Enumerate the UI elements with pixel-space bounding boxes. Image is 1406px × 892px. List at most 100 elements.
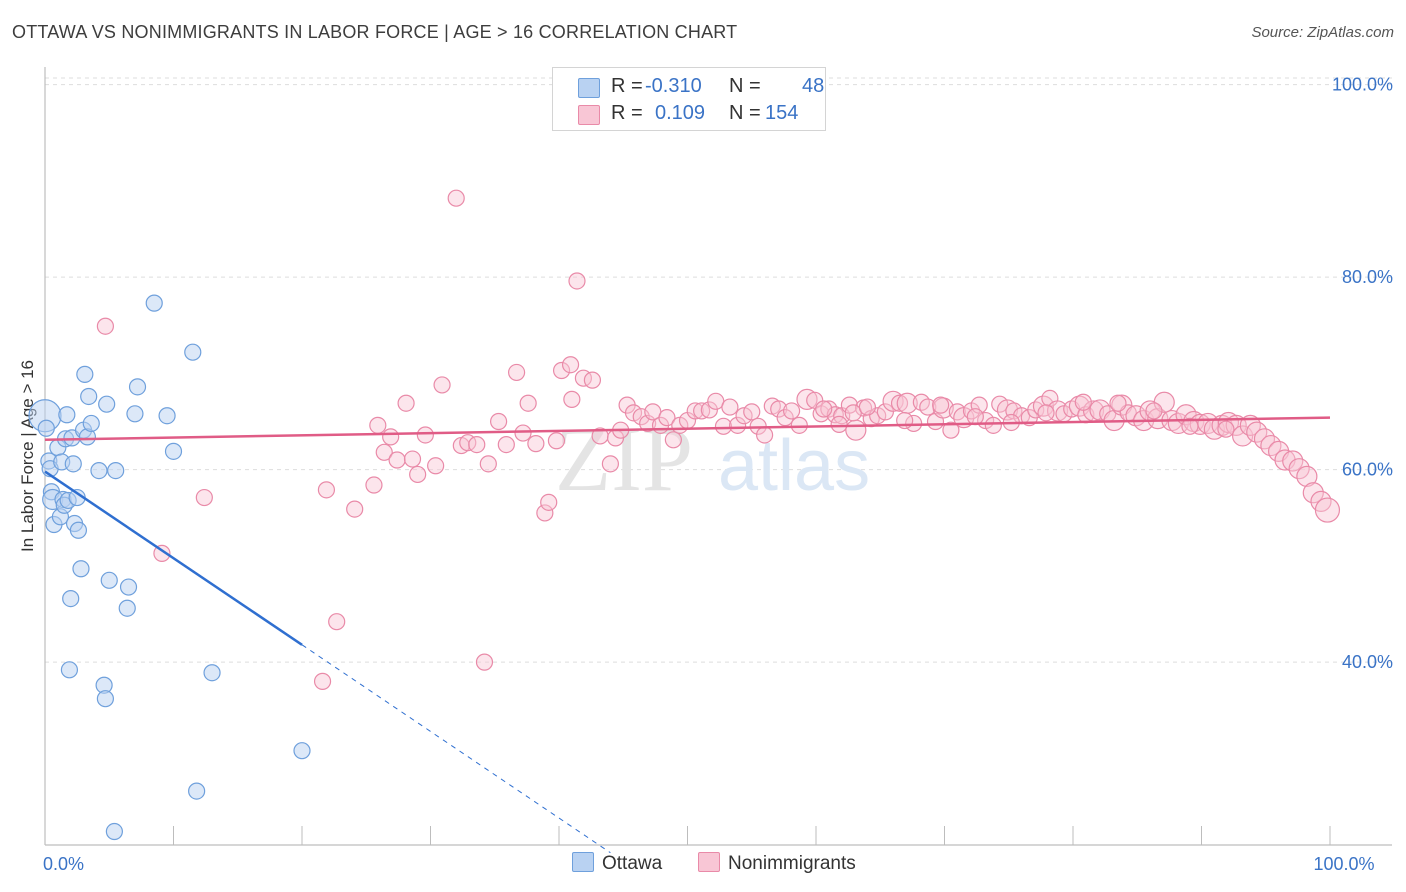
ottawa-point bbox=[128, 378, 147, 396]
bottom-legend-nonimmigrants: Nonimmigrants bbox=[698, 852, 856, 875]
nonimmigrants-point bbox=[743, 403, 761, 421]
nonimmigrants-point bbox=[858, 398, 877, 416]
legend-n-label: N = bbox=[729, 75, 761, 97]
gridlines bbox=[45, 77, 1392, 663]
nonimmigrants-point bbox=[1288, 458, 1310, 480]
nonimmigrants-swatch bbox=[698, 852, 720, 872]
nonimmigrants-point bbox=[536, 504, 554, 522]
nonimmigrants-point bbox=[932, 396, 950, 414]
nonimmigrants-point bbox=[519, 394, 537, 412]
ottawa-point bbox=[158, 407, 176, 425]
ottawa-point bbox=[100, 571, 118, 589]
nonimmigrants-point bbox=[540, 493, 558, 511]
ottawa-r-value: -0.310 bbox=[645, 75, 702, 97]
ottawa-swatch bbox=[578, 78, 600, 98]
ottawa-point bbox=[118, 599, 136, 617]
ottawa-point bbox=[203, 664, 221, 682]
nonimmigrants-point bbox=[601, 455, 620, 473]
nonimmigrants-point bbox=[729, 416, 747, 434]
nonimmigrants-point bbox=[382, 428, 400, 446]
nonimmigrants-point bbox=[776, 409, 794, 427]
x-tick-label: 100.0% bbox=[1313, 854, 1374, 874]
y-tick-label: 60.0% bbox=[1342, 460, 1393, 480]
ottawa-point bbox=[90, 461, 108, 480]
ottawa-point bbox=[80, 387, 98, 406]
nonimmigrants-point bbox=[1296, 465, 1318, 487]
ottawa-point bbox=[293, 742, 311, 760]
nonimmigrants-point bbox=[475, 653, 494, 671]
tick-labels: 40.0% 60.0% 80.0% 100.0% 0.0% 100.0% bbox=[43, 75, 1393, 874]
nonimmigrants-point bbox=[568, 272, 586, 290]
trend-lines bbox=[44, 416, 1331, 854]
nonimmigrants-point bbox=[313, 672, 332, 690]
nonimmigrants-point bbox=[782, 402, 801, 420]
nonimmigrants-point bbox=[447, 189, 465, 207]
nonimmigrants-point bbox=[919, 398, 937, 416]
nonimmigrants-point bbox=[624, 404, 643, 422]
watermark: ZIP atlas bbox=[555, 408, 870, 510]
nonimmigrants-point bbox=[664, 431, 682, 449]
nonimmigrants-point bbox=[1314, 497, 1341, 523]
ottawa-trend-line bbox=[44, 470, 303, 646]
ottawa-point bbox=[60, 661, 79, 679]
nonimmigrants-point bbox=[490, 412, 508, 431]
nonimmigrants-point bbox=[433, 376, 451, 394]
nonimmigrants-trend-line bbox=[44, 416, 1331, 442]
nonimmigrants-point bbox=[96, 317, 114, 335]
nonimmigrants-point bbox=[1109, 394, 1127, 412]
nonimmigrants-point bbox=[153, 544, 171, 562]
ottawa-point bbox=[119, 578, 138, 596]
ottawa-point bbox=[98, 395, 116, 413]
nonimmigrants-point bbox=[1232, 425, 1254, 447]
nonimmigrants-point bbox=[1181, 417, 1199, 435]
nonimmigrants-point bbox=[942, 421, 960, 439]
nonimmigrants-point bbox=[317, 481, 336, 499]
legend-n-label: N = bbox=[729, 102, 761, 124]
nonimmigrants-point bbox=[514, 424, 532, 442]
ottawa-point bbox=[64, 455, 82, 473]
nonimmigrants-point bbox=[714, 417, 733, 435]
nonimmigrants-point bbox=[1074, 393, 1092, 411]
nonimmigrants-legend-label: Nonimmigrants bbox=[728, 853, 856, 874]
legend-r-label: R = bbox=[611, 102, 643, 124]
ottawa-point bbox=[145, 294, 163, 312]
y-tick-label: 100.0% bbox=[1332, 75, 1393, 95]
nonimmigrants-point bbox=[1145, 402, 1163, 420]
nonimmigrants-point bbox=[468, 436, 486, 454]
nonimmigrants-point bbox=[409, 465, 427, 484]
ottawa-point bbox=[62, 589, 80, 608]
ottawa-points bbox=[28, 294, 311, 841]
nonimmigrants-point bbox=[369, 416, 387, 434]
nonimmigrants-r-value: 0.109 bbox=[655, 102, 706, 124]
nonimmigrants-point bbox=[388, 451, 406, 469]
ottawa-point bbox=[126, 405, 144, 423]
nonimmigrants-point bbox=[1217, 420, 1235, 438]
ottawa-point bbox=[37, 419, 55, 437]
x-tick-label: 0.0% bbox=[43, 854, 84, 874]
ottawa-point bbox=[96, 690, 114, 708]
ottawa-legend-label: Ottawa bbox=[602, 853, 663, 874]
nonimmigrants-point bbox=[497, 436, 515, 454]
nonimmigrants-point bbox=[735, 407, 753, 425]
legend-box: R = -0.310 N = 48 R = 0.109 N = 154 bbox=[552, 67, 826, 131]
nonimmigrants-point bbox=[845, 419, 867, 441]
ottawa-point bbox=[82, 414, 100, 433]
ottawa-point bbox=[107, 461, 125, 480]
nonimmigrants-swatch bbox=[578, 105, 600, 125]
ottawa-point bbox=[69, 521, 88, 539]
nonimmigrants-point bbox=[1302, 482, 1324, 504]
ottawa-point bbox=[58, 406, 76, 424]
nonimmigrants-point bbox=[552, 361, 571, 380]
y-tick-label: 40.0% bbox=[1342, 652, 1393, 672]
nonimmigrants-point bbox=[427, 457, 445, 475]
nonimmigrants-point bbox=[479, 455, 497, 473]
y-tick-label: 80.0% bbox=[1342, 267, 1393, 287]
nonimmigrants-point bbox=[966, 408, 984, 426]
nonimmigrants-point bbox=[1037, 404, 1055, 422]
nonimmigrants-point bbox=[1253, 428, 1276, 450]
nonimmigrants-point bbox=[686, 402, 704, 420]
ottawa-trend-extension bbox=[301, 644, 611, 854]
legend-r-label: R = bbox=[611, 75, 643, 97]
nonimmigrants-point bbox=[527, 435, 545, 453]
